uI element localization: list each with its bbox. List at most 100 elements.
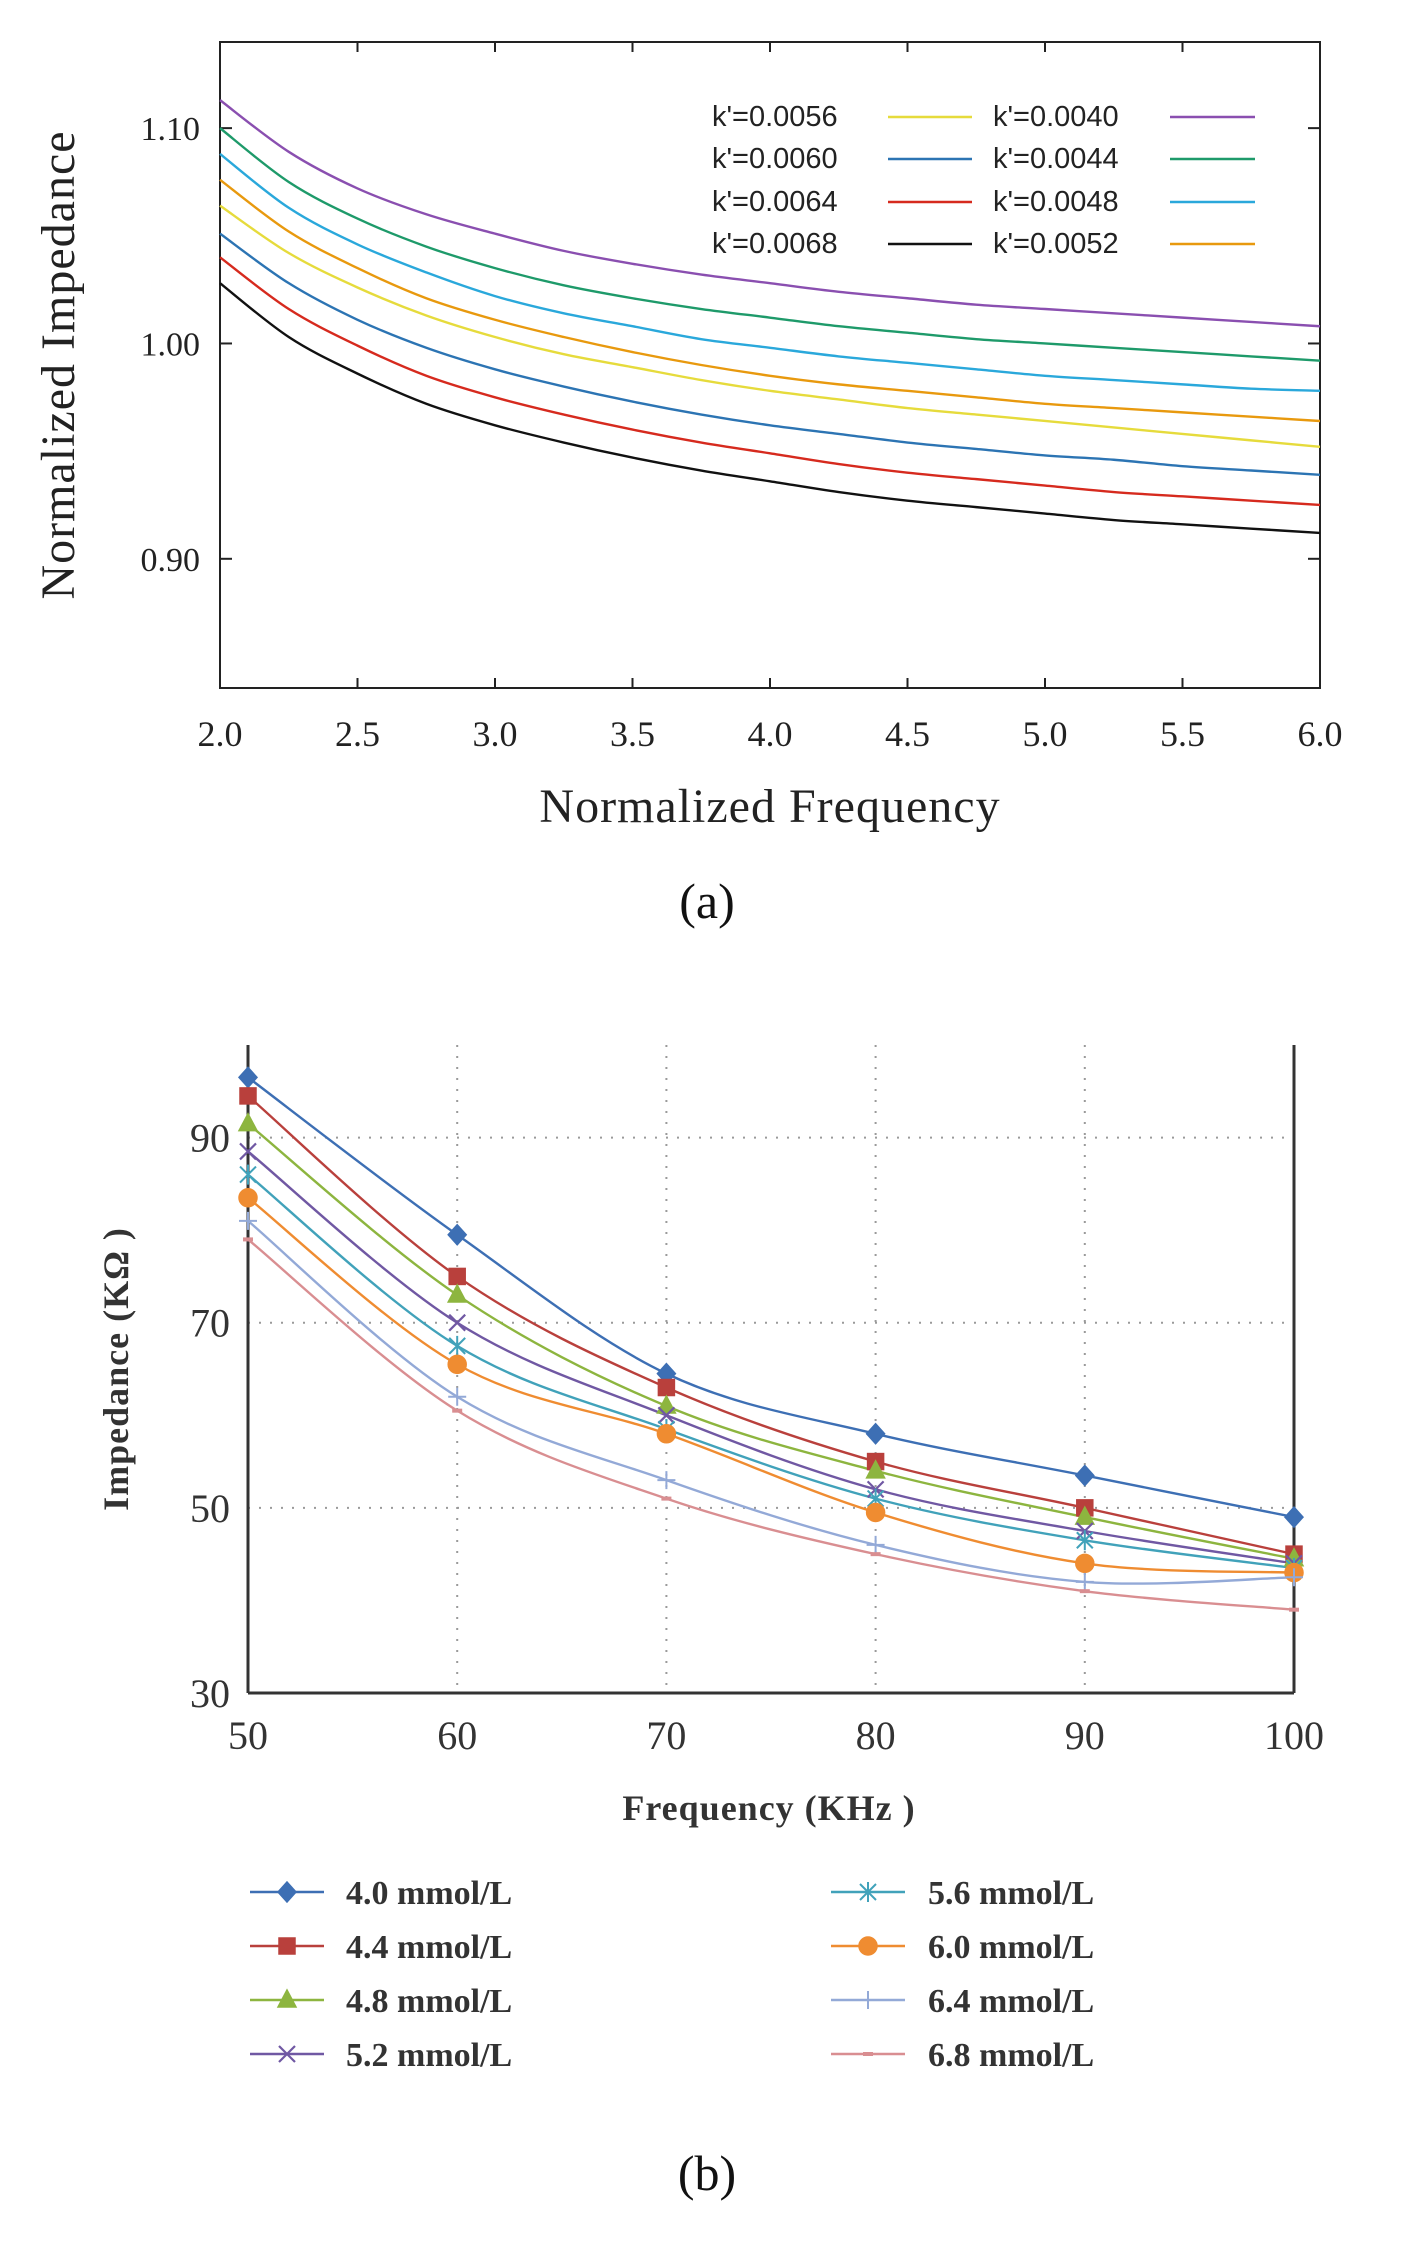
data-point-b [452, 1408, 463, 1413]
series-line-b [247, 1238, 1295, 1611]
data-point-b [865, 1422, 886, 1445]
x-tick-label-a: 2.0 [198, 714, 243, 754]
y-tick-label-a: 1.10 [141, 111, 201, 148]
x-tick-label-a: 3.0 [473, 714, 518, 754]
data-point-b [1283, 1505, 1305, 1529]
data-point-b [870, 1552, 881, 1557]
legend-label-a: k'=0.0052 [993, 228, 1119, 260]
legend-label-a: k'=0.0068 [712, 228, 838, 260]
legend-label-b: 4.0 mmol/L [346, 1875, 512, 1912]
y-tick-label-b: 30 [190, 1671, 230, 1716]
chart-a: 2.0 2.5 3.0 3.5 4.0 4.5 5.0 5.5 6.0 0.90 1.00 1.10 N… [32, 41, 1343, 929]
data-point-b [1289, 1607, 1299, 1612]
legend-label-a: k'=0.0040 [993, 101, 1119, 133]
legend-label-b: 6.0 mmol/L [928, 1929, 1094, 1966]
series-line-b [247, 1150, 1295, 1565]
data-point-b [1075, 1553, 1095, 1574]
series-line-b [247, 1219, 1295, 1585]
y-tick-label-a: 0.90 [141, 542, 201, 579]
data-point-b [656, 1394, 677, 1414]
legend-label-a: k'=0.0056 [712, 101, 838, 133]
legend-label-a: k'=0.0060 [712, 143, 838, 175]
legend-marker-b [863, 2052, 873, 2056]
data-point-b [657, 1378, 676, 1397]
legend-marker-b [859, 1882, 877, 1902]
legend-label-b: 4.4 mmol/L [346, 1929, 512, 1966]
series-line-a [219, 204, 1321, 449]
data-point-b [448, 1313, 466, 1332]
x-tick-label-b: 90 [1065, 1713, 1105, 1758]
x-tick-label-b: 50 [228, 1713, 268, 1758]
legend-marker-b [276, 1988, 298, 2008]
legend-marker-b [278, 2045, 296, 2063]
data-point-b [657, 1471, 676, 1490]
x-tick-label-b: 60 [437, 1713, 477, 1758]
data-point-b [447, 1354, 467, 1375]
data-point-b [238, 1187, 258, 1208]
series-line-b [247, 1122, 1295, 1560]
legend-label-b: 6.4 mmol/L [928, 1983, 1094, 2020]
x-tick-label-a: 5.0 [1023, 714, 1068, 754]
y-tick-label-b: 70 [190, 1301, 230, 1346]
legend-label-b: 5.2 mmol/L [346, 2037, 512, 2074]
x-tick-label-b: 80 [856, 1713, 896, 1758]
data-point-b [243, 1237, 253, 1242]
series-line-a [219, 282, 1321, 535]
series-line-a [219, 232, 1321, 477]
data-point-b [237, 1112, 259, 1132]
series-line-a [219, 127, 1321, 362]
legend-marker-b [859, 1991, 877, 2009]
panel-label-b: (b) [678, 2145, 736, 2201]
data-point-b [446, 1283, 468, 1303]
y-tick-label-b: 90 [190, 1116, 230, 1161]
series-line-b [247, 1196, 1295, 1574]
data-point-b [239, 1164, 257, 1185]
series-line-b [247, 1173, 1295, 1570]
data-point-b [448, 1335, 466, 1356]
series-line-a [219, 153, 1321, 393]
x-tick-label-a: 5.5 [1160, 714, 1205, 754]
data-point-b [239, 1142, 257, 1161]
legend-marker-b [858, 1936, 878, 1956]
x-tick-label-b: 70 [646, 1713, 686, 1758]
data-point-b [865, 1502, 886, 1523]
legend-label-a: k'=0.0064 [712, 186, 838, 218]
y-axis-title-b: Impedance (KΩ ) [96, 1227, 136, 1511]
legend-marker-b [278, 1937, 296, 1955]
panel-label-a: (a) [679, 873, 735, 929]
data-point-b [1076, 1530, 1094, 1551]
x-tick-label-b: 100 [1264, 1713, 1324, 1758]
legend-label-b: 6.8 mmol/L [928, 2037, 1094, 2074]
legend-label-a: k'=0.0048 [993, 186, 1119, 218]
legend-label-b: 4.8 mmol/L [346, 1983, 512, 2020]
data-point-b [1075, 1572, 1094, 1591]
legend-label-b: 5.6 mmol/L [928, 1875, 1094, 1912]
x-tick-label-a: 2.5 [335, 714, 380, 754]
data-point-b [448, 1387, 467, 1406]
data-point-b [239, 1087, 257, 1105]
legend-marker-b [276, 1880, 298, 1904]
data-point-b [656, 1424, 677, 1444]
data-point-b [661, 1496, 672, 1501]
data-point-b [865, 1459, 886, 1479]
x-axis-title-b: Frequency (KHz ) [622, 1788, 915, 1828]
x-tick-label-a: 4.5 [885, 714, 930, 754]
series-line-a [219, 178, 1321, 423]
series-line-b [247, 1076, 1295, 1519]
series-line-a [219, 256, 1321, 507]
data-point-b [1074, 1464, 1095, 1487]
series-line-b [247, 1095, 1295, 1556]
x-tick-label-a: 4.0 [748, 714, 793, 754]
data-point-b [1079, 1589, 1090, 1594]
x-tick-label-a: 6.0 [1298, 714, 1343, 754]
x-axis-title-a: Normalized Frequency [539, 780, 1000, 833]
y-axis-title-a: Normalized Impedance [32, 130, 85, 599]
data-point-b [1285, 1568, 1303, 1587]
data-point-b [239, 1211, 257, 1230]
y-tick-label-b: 50 [190, 1486, 230, 1531]
legend-label-a: k'=0.0044 [993, 143, 1119, 175]
